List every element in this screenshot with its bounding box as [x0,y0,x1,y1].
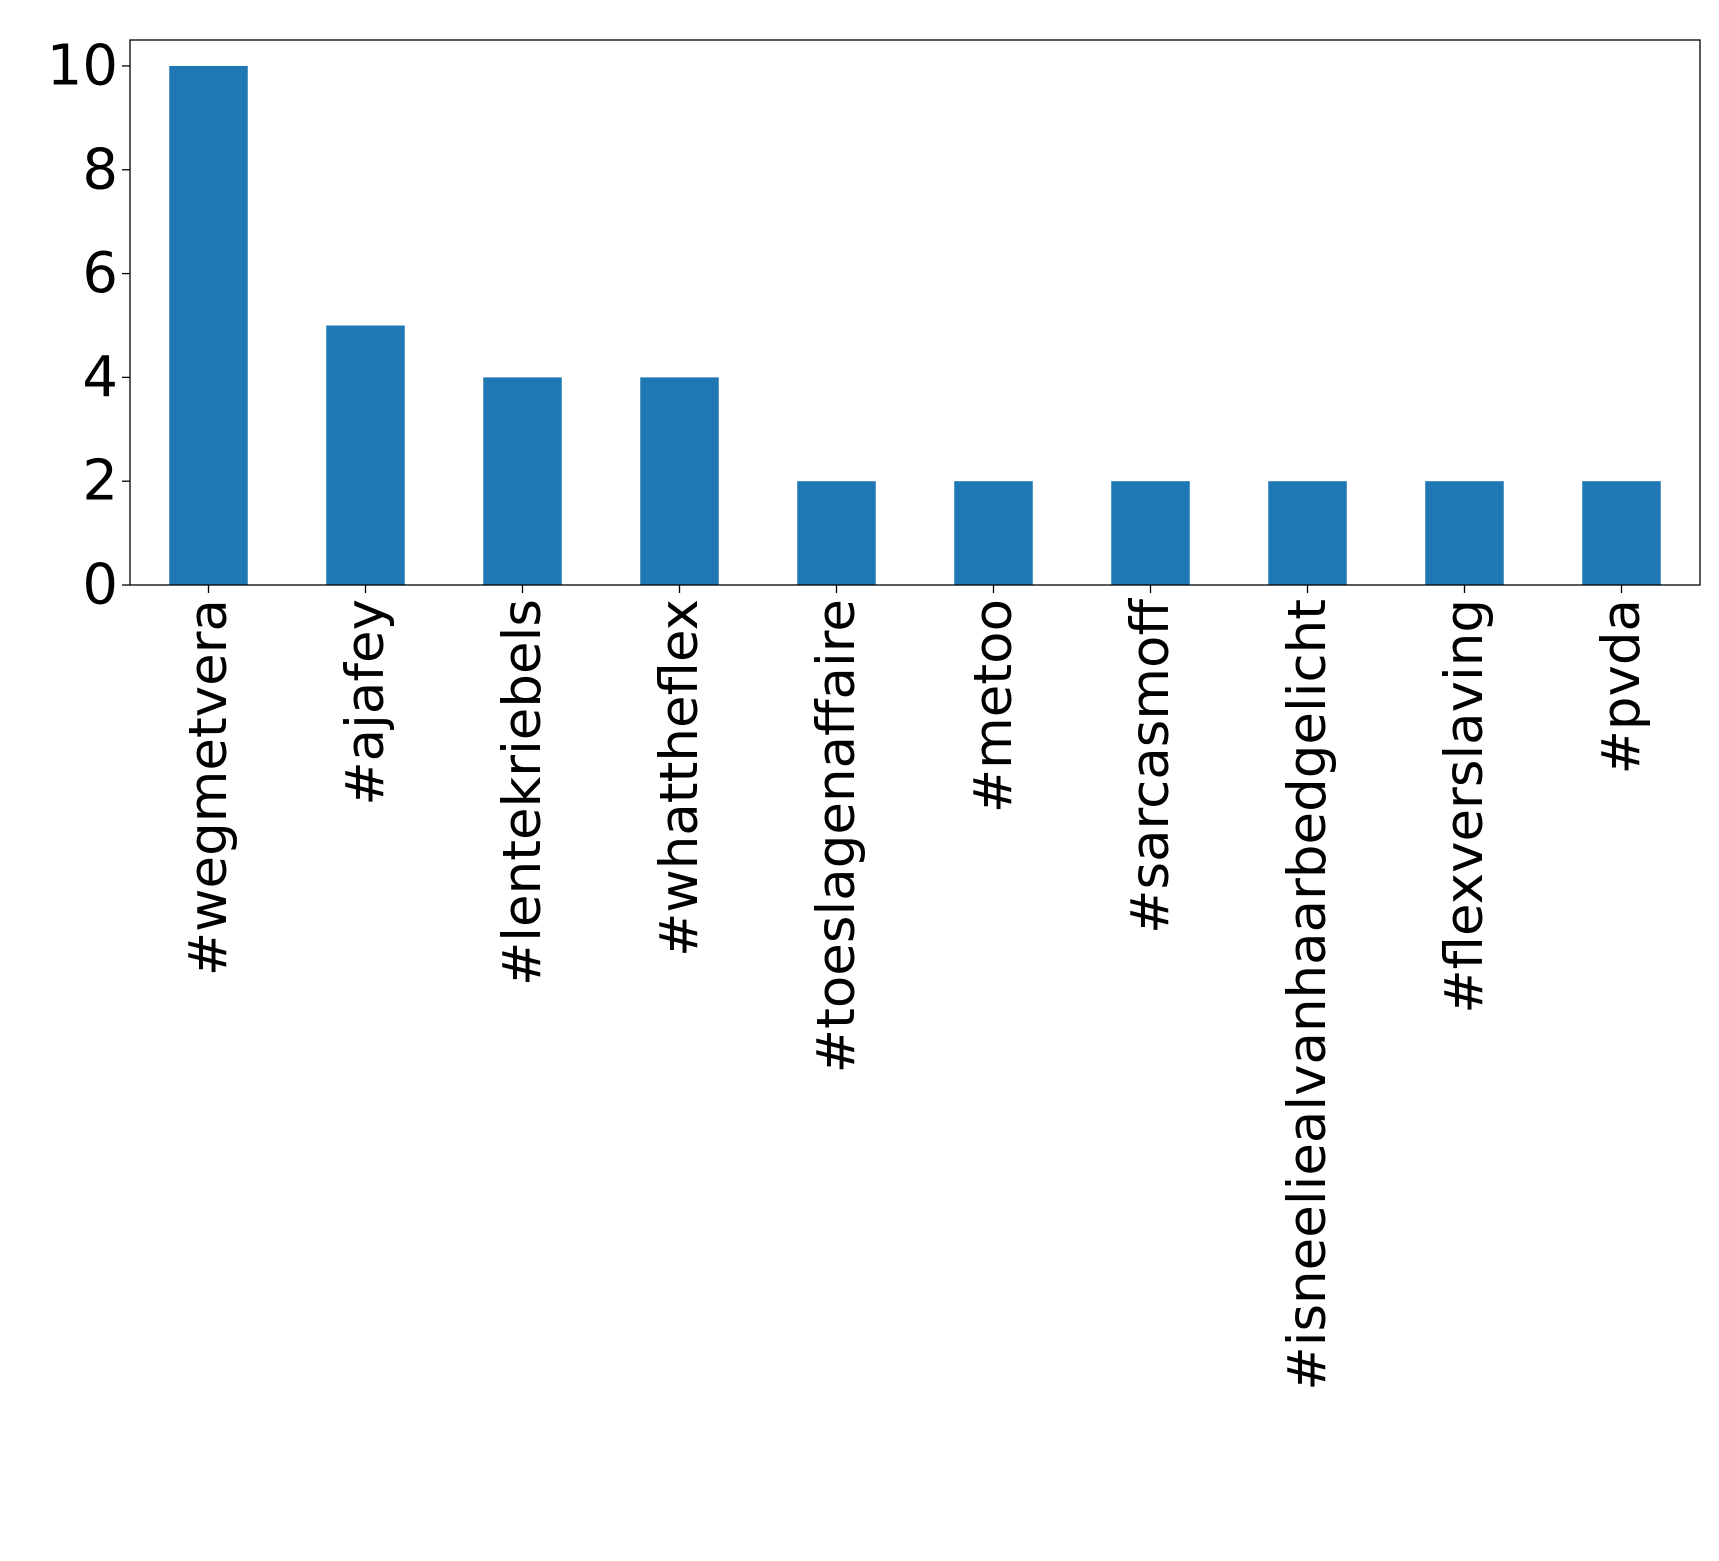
x-tick-label: #pvda [1591,599,1652,775]
bar-pvda [1582,481,1661,585]
bar-sarcasmoff [1111,481,1190,585]
y-axis: 0 2 4 6 8 10 [47,33,130,618]
y-tick-label: 6 [82,241,118,306]
x-tick-label: #lentekriebels [492,599,553,986]
bar-flexverslaving [1425,481,1504,585]
bar-whattheflex [640,377,719,585]
x-axis: #wegmetvera #ajafey #lentekriebels #whatthe… [178,585,1652,1391]
x-tick-label: #ajafey [335,599,396,806]
bar-ajafey [326,325,405,585]
bar-isneeliealvanhaarbedgelicht [1268,481,1347,585]
x-tick-label: #flexverslaving [1434,599,1495,1014]
x-tick-label: #whattheflex [649,599,710,957]
y-tick-label: 0 [82,553,118,618]
bar-lentekriebels [483,377,562,585]
y-tick-label: 8 [82,137,118,202]
y-tick-label: 2 [82,449,118,514]
x-tick-label: #wegmetvera [178,599,239,976]
x-tick-label: #toeslagenaffaire [806,599,867,1073]
bar-wegmetvera [169,65,248,585]
bar-metoo [954,481,1033,585]
x-tick-label: #metoo [963,599,1024,813]
bar-toeslagenaffaire [797,481,876,585]
x-tick-label: #sarcasmoff [1120,598,1181,934]
y-tick-label: 4 [82,345,118,410]
bars-layer [169,65,1661,585]
x-tick-label: #isneeliealvanhaarbedgelicht [1277,599,1338,1391]
y-tick-label: 10 [47,33,118,98]
plot-frame [129,39,1701,586]
